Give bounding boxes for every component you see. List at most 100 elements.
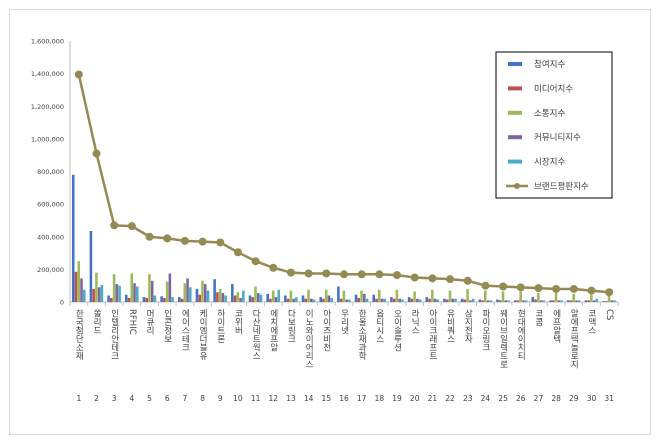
bar: [489, 300, 493, 302]
category-label: 에프알텍: [551, 309, 561, 344]
bar: [410, 298, 414, 302]
bar: [269, 298, 272, 302]
legend-label: 브랜드평판지수: [534, 181, 589, 192]
bar: [145, 297, 148, 302]
bar: [286, 298, 290, 302]
category-label: CS: [604, 309, 614, 320]
bar: [549, 300, 552, 302]
rank-label: 1: [76, 394, 81, 403]
bar: [327, 295, 331, 302]
bar: [513, 300, 517, 302]
bar: [201, 280, 204, 302]
line-point: [304, 269, 313, 278]
bar: [566, 300, 570, 302]
bar: [330, 297, 334, 302]
rank-label: 6: [165, 394, 170, 403]
bar: [307, 289, 310, 302]
category-label: 오이솔루션: [392, 309, 402, 352]
bar: [256, 293, 260, 302]
bar: [203, 284, 207, 302]
bar: [110, 297, 113, 302]
line-point: [605, 288, 614, 297]
bar: [310, 298, 313, 302]
bar: [428, 298, 431, 302]
y-tick-label: 1,200,000: [31, 103, 64, 111]
rank-label: 24: [481, 394, 491, 403]
bar: [363, 293, 366, 302]
legend-label: 소통지수: [534, 109, 565, 119]
bar: [345, 299, 348, 302]
bar: [595, 298, 599, 302]
legend-label: 참여지수: [534, 59, 565, 70]
bar: [124, 294, 128, 302]
bar: [77, 261, 81, 302]
bar: [605, 301, 608, 302]
line-point: [534, 284, 543, 293]
bar: [519, 291, 522, 302]
bar: [460, 298, 464, 302]
bar: [348, 299, 351, 302]
category-label: 인콘정보: [162, 308, 172, 343]
line-point: [428, 274, 437, 283]
bar: [577, 300, 581, 302]
bar: [380, 298, 384, 302]
rank-label: 15: [322, 394, 332, 403]
category-label: 파이오링크: [480, 309, 490, 352]
category-label: 다산네트웍스: [251, 309, 261, 360]
y-tick-label: 200,000: [37, 266, 64, 274]
y-tick-label: 800,000: [37, 168, 64, 176]
category-label: 아이크래프트: [427, 308, 437, 360]
bar: [322, 298, 325, 302]
rank-label: 29: [569, 394, 579, 403]
rank-label: 16: [339, 394, 349, 403]
bar: [466, 288, 469, 302]
bar: [342, 290, 346, 302]
y-tick-label: 400,000: [37, 233, 64, 241]
bar: [560, 300, 563, 302]
category-label: 라닉스: [410, 309, 420, 335]
rank-label: 11: [251, 394, 261, 403]
category-label: 알에프텍놀로지: [569, 308, 579, 369]
bar: [425, 297, 429, 302]
y-tick-label: 1,400,000: [31, 70, 64, 78]
legend-swatch: [508, 159, 522, 164]
bar: [372, 294, 376, 302]
legend-label: 커뮤니티지수: [534, 132, 581, 143]
rank-label: 9: [218, 394, 223, 403]
bar: [231, 284, 234, 302]
category-label: 현대에이치티: [516, 309, 526, 361]
bar: [289, 290, 293, 302]
bar: [504, 300, 508, 302]
bar: [481, 300, 484, 302]
bar: [398, 298, 401, 302]
bar: [534, 299, 537, 302]
legend-label: 미디어지수: [534, 83, 573, 94]
bar: [295, 297, 298, 302]
bar: [259, 294, 263, 302]
bar: [150, 280, 154, 302]
category-label: 웨이브일렉트로: [498, 308, 508, 368]
rank-label: 12: [269, 394, 279, 403]
rank-label: 21: [428, 394, 438, 403]
line-point: [340, 270, 348, 279]
bar: [445, 299, 449, 302]
category-label: 쏠리드: [92, 309, 102, 335]
line-point: [499, 282, 508, 291]
bar: [431, 289, 434, 302]
category-label: 인텔리안테크: [109, 308, 119, 360]
rank-label: 3: [112, 394, 117, 403]
bar: [607, 294, 611, 302]
rank-label: 31: [604, 394, 614, 403]
category-label: 유비쿼스: [445, 309, 455, 343]
bar: [163, 297, 166, 302]
bar: [183, 283, 187, 302]
bar: [478, 299, 482, 302]
category-label: 아이즈비전: [321, 308, 331, 351]
line-point: [163, 234, 172, 243]
bar: [97, 287, 101, 302]
bar: [501, 291, 505, 302]
bar: [221, 293, 225, 302]
bar: [324, 289, 328, 302]
bar: [277, 289, 280, 302]
